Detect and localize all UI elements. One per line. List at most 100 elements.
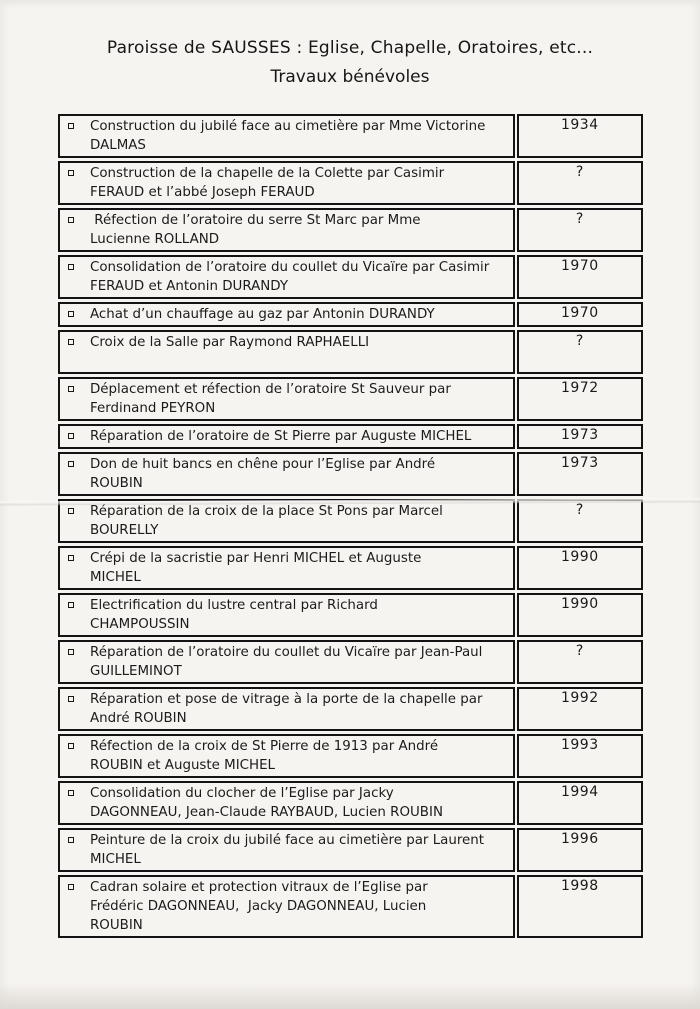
checkbox-icon bbox=[68, 602, 74, 608]
work-description-line: Consolidation de l’oratoire du coullet d… bbox=[90, 260, 490, 275]
year-cell: ? bbox=[516, 330, 643, 374]
checkbox-icon bbox=[68, 743, 74, 749]
work-description-line: Construction de la chapelle de la Colett… bbox=[90, 166, 445, 181]
work-description-cell: Cadran solaire et protection vitraux de … bbox=[58, 875, 515, 938]
checkbox-icon bbox=[68, 433, 74, 439]
checkbox-icon bbox=[68, 264, 74, 270]
work-description-cell: Consolidation de l’oratoire du coullet d… bbox=[58, 255, 515, 299]
checkbox-icon bbox=[68, 790, 74, 796]
year-cell: 1990 bbox=[516, 546, 643, 590]
checkbox-icon bbox=[68, 555, 74, 561]
table-row: Réfection de l’oratoire du serre St Marc… bbox=[58, 208, 643, 252]
year-cell: 1973 bbox=[516, 452, 643, 496]
year-cell: 1992 bbox=[516, 687, 643, 731]
work-description-cell: Réfection de l’oratoire du serre St Marc… bbox=[58, 208, 515, 252]
work-description-cell: Consolidation du clocher de l’Eglise par… bbox=[58, 781, 515, 825]
work-description-cell: Réparation de l’oratoire de St Pierre pa… bbox=[58, 424, 515, 449]
year-cell: ? bbox=[516, 499, 643, 543]
page-subtitle: Travaux bénévoles bbox=[270, 67, 430, 87]
year-cell: 1993 bbox=[516, 734, 643, 778]
table-row: Crépi de la sacristie par Henri MICHEL e… bbox=[58, 546, 643, 590]
work-description-line: DAGONNEAU, Jean-Claude RAYBAUD, Lucien R… bbox=[90, 805, 443, 820]
table-row: Cadran solaire et protection vitraux de … bbox=[58, 875, 643, 938]
table-row: Croix de la Salle par Raymond RAPHAELLI? bbox=[58, 330, 643, 374]
year-cell: ? bbox=[516, 161, 643, 205]
year-cell: ? bbox=[516, 208, 643, 252]
work-description-cell: Réparation et pose de vitrage à la porte… bbox=[58, 687, 515, 731]
work-description-cell: Réparation de la croix de la place St Po… bbox=[58, 499, 515, 543]
year-cell: ? bbox=[516, 640, 643, 684]
year-cell: 1990 bbox=[516, 593, 643, 637]
table-row: Réparation de l’oratoire du coullet du V… bbox=[58, 640, 643, 684]
work-description-cell: Réparation de l’oratoire du coullet du V… bbox=[58, 640, 515, 684]
table-row: Déplacement et réfection de l’oratoire S… bbox=[58, 377, 643, 421]
checkbox-icon bbox=[68, 386, 74, 392]
work-description-line: ROUBIN et Auguste MICHEL bbox=[90, 758, 275, 773]
work-description-line: BOURELLY bbox=[90, 523, 159, 538]
work-description-line: Ferdinand PEYRON bbox=[90, 401, 216, 416]
work-description-cell: Don de huit bancs en chêne pour l’Eglise… bbox=[58, 452, 515, 496]
checkbox-icon bbox=[68, 217, 74, 223]
checkbox-icon bbox=[68, 170, 74, 176]
work-description-cell: Electrification du lustre central par Ri… bbox=[58, 593, 515, 637]
works-table-body: Construction du jubilé face au cimetière… bbox=[58, 114, 643, 938]
work-description-line: Réfection de la croix de St Pierre de 19… bbox=[90, 739, 439, 754]
work-description-line: Croix de la Salle par Raymond RAPHAELLI bbox=[90, 335, 370, 350]
work-description-line: Réparation et pose de vitrage à la porte… bbox=[90, 692, 483, 707]
page-title: Paroisse de SAUSSES : Eglise, Chapelle, … bbox=[106, 38, 594, 58]
works-table: Construction du jubilé face au cimetière… bbox=[56, 111, 645, 941]
table-row: Peinture de la croix du jubilé face au c… bbox=[58, 828, 643, 872]
work-description-cell: Construction de la chapelle de la Colett… bbox=[58, 161, 515, 205]
table-row: Don de huit bancs en chêne pour l’Eglise… bbox=[58, 452, 643, 496]
work-description-cell: Réfection de la croix de St Pierre de 19… bbox=[58, 734, 515, 778]
table-row: Achat d’un chauffage au gaz par Antonin … bbox=[58, 302, 643, 327]
checkbox-icon bbox=[68, 884, 74, 890]
table-row: Construction de la chapelle de la Colett… bbox=[58, 161, 643, 205]
work-description-line: GUILLEMINOT bbox=[90, 664, 182, 679]
checkbox-icon bbox=[68, 837, 74, 843]
work-description-line: Crépi de la sacristie par Henri MICHEL e… bbox=[90, 551, 422, 566]
work-description-cell: Construction du jubilé face au cimetière… bbox=[58, 114, 515, 158]
table-row: Consolidation du clocher de l’Eglise par… bbox=[58, 781, 643, 825]
work-description-line: Déplacement et réfection de l’oratoire S… bbox=[90, 382, 451, 397]
work-description-line: André ROUBIN bbox=[90, 711, 187, 726]
work-description-cell: Déplacement et réfection de l’oratoire S… bbox=[58, 377, 515, 421]
checkbox-icon bbox=[68, 508, 74, 514]
work-description-line: Réfection de l’oratoire du serre St Marc… bbox=[90, 213, 421, 228]
work-description-line: Réparation de l’oratoire de St Pierre pa… bbox=[90, 429, 472, 444]
work-description-line: CHAMPOUSSIN bbox=[90, 617, 190, 632]
work-description-line: Don de huit bancs en chêne pour l’Eglise… bbox=[90, 457, 436, 472]
year-cell: 1973 bbox=[516, 424, 643, 449]
table-row: Consolidation de l’oratoire du coullet d… bbox=[58, 255, 643, 299]
work-description-cell: Achat d’un chauffage au gaz par Antonin … bbox=[58, 302, 515, 327]
checkbox-icon bbox=[68, 696, 74, 702]
work-description-line: MICHEL bbox=[90, 570, 141, 585]
work-description-line: Cadran solaire et protection vitraux de … bbox=[90, 880, 428, 895]
work-description-line: Réparation de l’oratoire du coullet du V… bbox=[90, 645, 483, 660]
table-row: Réparation et pose de vitrage à la porte… bbox=[58, 687, 643, 731]
work-description-cell: Crépi de la sacristie par Henri MICHEL e… bbox=[58, 546, 515, 590]
work-description-line: Consolidation du clocher de l’Eglise par… bbox=[90, 786, 394, 801]
work-description-line: Lucienne ROLLAND bbox=[90, 232, 220, 247]
work-description-line: FERAUD et l’abbé Joseph FERAUD bbox=[90, 185, 315, 200]
checkbox-icon bbox=[68, 649, 74, 655]
work-description-line bbox=[90, 352, 509, 371]
work-description-line: Achat d’un chauffage au gaz par Antonin … bbox=[90, 307, 435, 322]
work-description-line: Peinture de la croix du jubilé face au c… bbox=[90, 833, 485, 848]
work-description-line: MICHEL bbox=[90, 852, 141, 867]
work-description-line: DALMAS bbox=[90, 138, 146, 153]
table-row: Electrification du lustre central par Ri… bbox=[58, 593, 643, 637]
work-description-line: Réparation de la croix de la place St Po… bbox=[90, 504, 443, 519]
work-description-line: ROUBIN bbox=[90, 918, 143, 933]
work-description-cell: Croix de la Salle par Raymond RAPHAELLI bbox=[58, 330, 515, 374]
checkbox-icon bbox=[68, 461, 74, 467]
year-cell: 1934 bbox=[516, 114, 643, 158]
year-cell: 1994 bbox=[516, 781, 643, 825]
table-row: Construction du jubilé face au cimetière… bbox=[58, 114, 643, 158]
year-cell: 1970 bbox=[516, 302, 643, 327]
table-row: Réparation de la croix de la place St Po… bbox=[58, 499, 643, 543]
table-row: Réparation de l’oratoire de St Pierre pa… bbox=[58, 424, 643, 449]
checkbox-icon bbox=[68, 123, 74, 129]
work-description-line: FERAUD et Antonin DURANDY bbox=[90, 279, 289, 294]
